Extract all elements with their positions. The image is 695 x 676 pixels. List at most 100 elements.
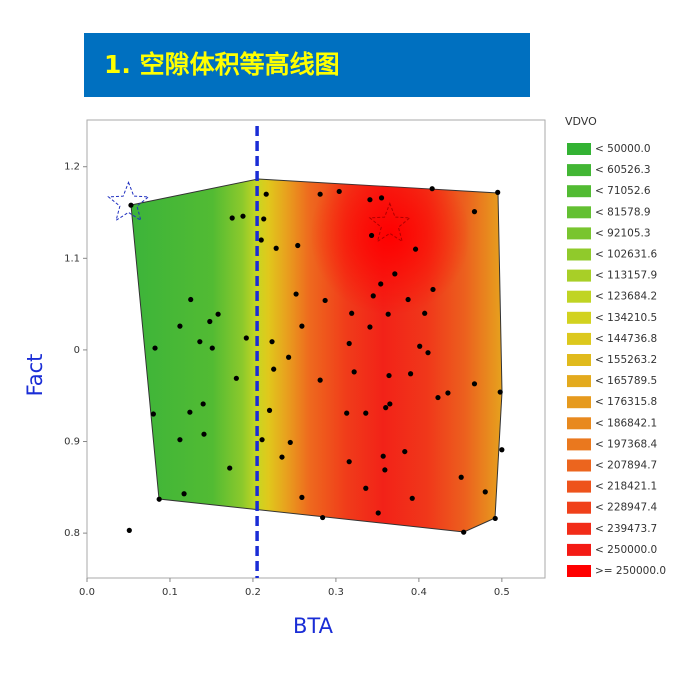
legend-swatch (567, 143, 591, 155)
data-point (273, 245, 279, 251)
legend-swatch (567, 438, 591, 451)
data-point (317, 191, 323, 197)
data-point (412, 246, 419, 252)
data-point (402, 448, 408, 455)
data-point (471, 209, 478, 215)
legend-label: < 92105.3 (595, 227, 651, 239)
legend-label: < 228947.4 (595, 502, 658, 514)
legend-swatch (567, 248, 591, 261)
data-point (152, 345, 158, 351)
data-point (383, 405, 389, 411)
data-point (207, 318, 213, 325)
data-point (269, 339, 275, 345)
data-point (261, 216, 267, 222)
data-point (482, 489, 488, 495)
y-tick-label: 0.9 (64, 437, 80, 448)
data-point (295, 242, 301, 249)
legend-swatch (567, 332, 591, 345)
data-point (279, 454, 285, 460)
legend-swatch (567, 290, 591, 303)
y-tick-label: 0.8 (64, 528, 80, 539)
data-point (445, 390, 451, 396)
data-point (299, 323, 305, 329)
data-point (351, 369, 357, 375)
data-point (471, 381, 478, 387)
data-point (233, 375, 239, 381)
data-point (177, 323, 183, 329)
data-point (259, 437, 265, 443)
data-point (271, 366, 277, 372)
star-marker (107, 181, 150, 222)
data-point (378, 281, 384, 287)
legend-label: < 81578.9 (595, 206, 651, 218)
data-point (461, 529, 467, 535)
data-point (346, 459, 352, 465)
legend-swatch (567, 206, 591, 219)
x-tick-label: 0.4 (411, 587, 427, 598)
data-point (293, 291, 299, 297)
data-point (367, 324, 373, 330)
data-point (363, 410, 369, 416)
legend-label: < 102631.6 (595, 249, 658, 261)
legend-label: < 71052.6 (595, 185, 651, 197)
data-point (209, 345, 215, 351)
data-point (317, 377, 323, 383)
legend-swatch (567, 311, 591, 324)
legend-swatch (567, 164, 591, 177)
legend-swatch (567, 185, 591, 198)
data-point (492, 515, 498, 522)
data-point (287, 439, 293, 446)
data-point (368, 232, 375, 239)
contour-hotspot (131, 179, 502, 532)
data-point (363, 485, 369, 491)
data-point (405, 296, 411, 303)
data-point (258, 237, 264, 243)
data-point (417, 343, 423, 349)
data-point (299, 494, 305, 500)
data-point (336, 188, 342, 195)
data-point (346, 340, 352, 347)
data-point (375, 510, 381, 516)
data-point (177, 437, 183, 443)
data-point (425, 350, 431, 356)
data-point (229, 215, 235, 221)
legend-label: < 134210.5 (595, 312, 657, 324)
data-point (263, 191, 269, 197)
data-point (320, 514, 326, 521)
legend-swatch (567, 354, 591, 366)
data-point (495, 189, 501, 195)
data-point (215, 311, 221, 317)
data-point (349, 310, 355, 316)
legend-label: < 113157.9 (595, 270, 657, 282)
data-point (380, 453, 386, 459)
data-point (378, 195, 385, 201)
x-tick-label: 0.2 (245, 587, 261, 598)
legend-label: < 50000.0 (595, 143, 651, 155)
data-point (499, 447, 505, 453)
x-axis-label: BTA (293, 614, 334, 638)
data-point (370, 293, 376, 299)
y-tick-label: 1.1 (64, 253, 80, 264)
data-point (150, 411, 156, 417)
legend-label: < 123684.2 (595, 291, 657, 303)
data-point (407, 371, 414, 377)
legend-label: < 144736.8 (595, 333, 657, 345)
legend-swatch (567, 375, 591, 388)
x-tick-label: 0.3 (328, 587, 344, 598)
data-point (367, 197, 373, 203)
legend-swatch (567, 396, 591, 409)
x-tick-label: 0.1 (162, 587, 178, 598)
data-point (386, 372, 392, 379)
data-point (435, 394, 441, 401)
legend-label: < 239473.7 (595, 523, 657, 535)
legend-label: < 60526.3 (595, 164, 651, 176)
data-point (240, 213, 246, 219)
legend-label: < 155263.2 (595, 354, 657, 366)
legend-label: < 250000.0 (595, 544, 657, 556)
data-point (322, 297, 328, 304)
y-axis-label: Fact (23, 354, 47, 397)
data-point (201, 431, 207, 437)
legend-title: VDVO (565, 115, 597, 128)
data-point (187, 409, 193, 415)
